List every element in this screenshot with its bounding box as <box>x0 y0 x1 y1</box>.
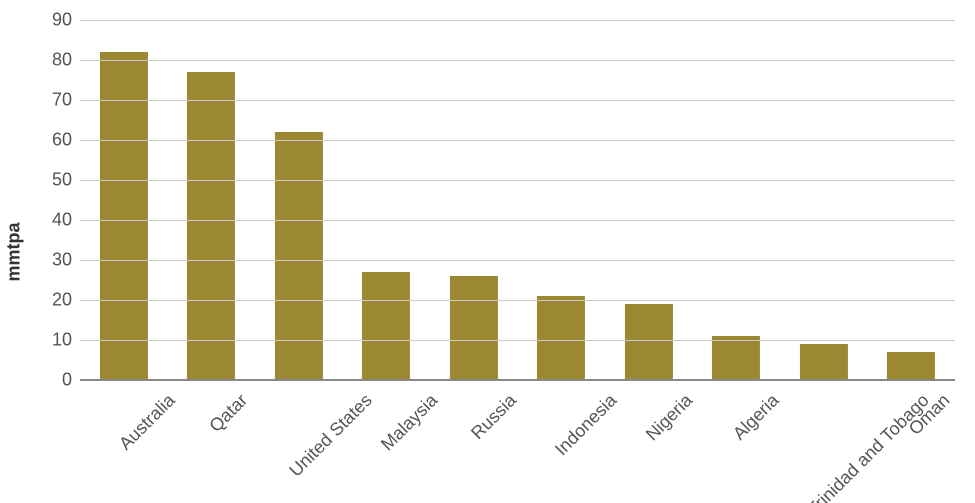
x-label-slot: Algeria <box>693 384 781 494</box>
bar-slot <box>343 20 431 380</box>
y-tick-label: 80 <box>52 50 80 71</box>
x-label-slot: Indonesia <box>518 384 606 494</box>
bar <box>100 52 148 380</box>
bar <box>362 272 410 380</box>
x-tick-label: Algeria <box>729 390 783 444</box>
y-tick-label: 90 <box>52 10 80 31</box>
y-tick-label: 50 <box>52 170 80 191</box>
bar-slot <box>693 20 781 380</box>
x-label-slot: United States <box>255 384 343 494</box>
y-tick-label: 10 <box>52 330 80 351</box>
y-tick-label: 0 <box>62 370 80 391</box>
bar-slot <box>868 20 956 380</box>
x-label-slot: Malaysia <box>343 384 431 494</box>
x-label-slot: Russia <box>430 384 518 494</box>
grid-line <box>80 260 955 261</box>
grid-line <box>80 300 955 301</box>
x-tick-label: Qatar <box>206 390 253 437</box>
plot-area: 0102030405060708090 <box>80 20 955 380</box>
bar <box>537 296 585 380</box>
bar <box>887 352 935 380</box>
bar-slot <box>605 20 693 380</box>
grid-line <box>80 140 955 141</box>
bar-slot <box>518 20 606 380</box>
x-tick-label: Nigeria <box>642 390 697 445</box>
grid-line <box>80 340 955 341</box>
grid-line <box>80 220 955 221</box>
y-axis-label: mmtpa <box>4 222 25 281</box>
bar-slot <box>780 20 868 380</box>
x-label-slot: Trinidad and Tobago <box>780 384 868 494</box>
x-label-slot: Oman <box>868 384 956 494</box>
bar <box>800 344 848 380</box>
x-axis-labels: Australia QatarUnited StatesMalaysia Russi… <box>80 384 955 494</box>
grid-line <box>80 20 955 21</box>
y-tick-label: 20 <box>52 290 80 311</box>
bar <box>187 72 235 380</box>
y-tick-label: 60 <box>52 130 80 151</box>
grid-line <box>80 100 955 101</box>
bar <box>450 276 498 380</box>
bar <box>275 132 323 380</box>
bar-slot <box>80 20 168 380</box>
grid-line <box>80 60 955 61</box>
y-tick-label: 30 <box>52 250 80 271</box>
grid-line <box>80 180 955 181</box>
y-tick-label: 70 <box>52 90 80 111</box>
bar-slot <box>168 20 256 380</box>
x-tick-label: Russia <box>467 390 521 444</box>
bars-group <box>80 20 955 380</box>
y-axis-label-container: mmtpa <box>0 0 28 503</box>
bar-slot <box>255 20 343 380</box>
x-label-slot: Australia <box>80 384 168 494</box>
y-tick-label: 40 <box>52 210 80 231</box>
x-axis-line <box>80 379 955 381</box>
chart-container: mmtpa 0102030405060708090 AustraliaQatar… <box>0 0 975 503</box>
bar-slot <box>430 20 518 380</box>
x-tick-label: Oman <box>905 390 955 440</box>
x-label-slot: Qatar <box>168 384 256 494</box>
x-label-slot: Nigeria <box>605 384 693 494</box>
bar <box>712 336 760 380</box>
bar <box>625 304 673 380</box>
